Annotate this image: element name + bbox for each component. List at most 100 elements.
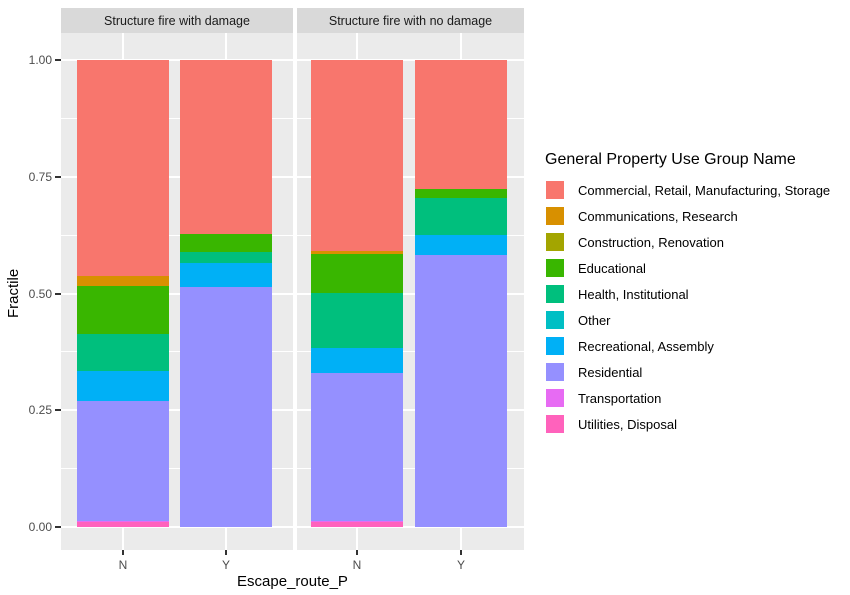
legend-label: Construction, Renovation — [578, 234, 724, 250]
legend-item-commercial-retail-manufacturing-storage: Commercial, Retail, Manufacturing, Stora… — [545, 177, 830, 203]
x-tick-mark — [460, 550, 462, 555]
legend-label: Residential — [578, 364, 643, 380]
x-tick-label-n: N — [118, 558, 128, 572]
x-tick-label-n: N — [352, 558, 362, 572]
legend-swatch-communications-research — [546, 207, 564, 225]
bar-segment-n-communications-research — [311, 251, 403, 254]
y-tick-label-0.00: 0.00 — [28, 520, 52, 534]
gridline-major-h — [61, 526, 293, 528]
legend-item-utilities-disposal: Utilities, Disposal — [545, 411, 830, 437]
gridline-minor-h — [61, 234, 293, 236]
legend-item-educational: Educational — [545, 255, 830, 281]
legend-swatch-recreational-assembly — [546, 337, 564, 355]
facet-strip-label: Structure fire with no damage — [328, 13, 493, 28]
legend-item-communications-research: Communications, Research — [545, 203, 830, 229]
bar-segment-n-residential — [311, 372, 403, 522]
x-tick-label-y: Y — [221, 558, 230, 572]
legend-item-residential: Residential — [545, 359, 830, 385]
facet-strip-label: Structure fire with damage — [104, 13, 250, 28]
gridline-minor-h — [297, 117, 524, 119]
legend-item-recreational-assembly: Recreational, Assembly — [545, 333, 830, 359]
y-tick-label-0.25: 0.25 — [28, 403, 52, 418]
legend-label: Other — [578, 312, 611, 328]
gridline-major-h — [297, 175, 524, 178]
gridline-minor-h — [297, 468, 524, 470]
y-tick-mark — [55, 526, 61, 528]
legend-label: Transportation — [578, 390, 662, 406]
bar-segment-y-residential — [180, 286, 272, 527]
y-tick-mark — [55, 175, 61, 178]
legend-label: Communications, Research — [578, 208, 738, 224]
bar-segment-n-utilities-disposal — [311, 522, 403, 527]
bar-segment-y-recreational-assembly — [415, 235, 507, 256]
y-tick-label-1.00: 1.00 — [28, 53, 52, 67]
legend-swatch-commercial-retail-manufacturing-storage — [546, 181, 564, 199]
gridline-major-h — [61, 409, 293, 412]
legend-items: Commercial, Retail, Manufacturing, Stora… — [545, 177, 830, 437]
bar-segment-n-utilities-disposal — [77, 522, 169, 527]
y-tick-mark — [55, 292, 61, 295]
facet-strip-damage: Structure fire with damage — [61, 8, 293, 33]
gridline-major-h — [61, 175, 293, 178]
legend-title: General Property Use Group Name — [545, 151, 796, 168]
x-tick-mark — [356, 550, 358, 555]
bar-segment-y-health-institutional — [180, 251, 272, 264]
bar-segment-n-communications-research — [77, 276, 169, 286]
bar-segment-n-health-institutional — [77, 333, 169, 372]
legend-item-construction-renovation: Construction, Renovation — [545, 229, 830, 255]
bar-segment-y-educational — [415, 188, 507, 199]
bar-segment-n-commercial-retail-manufacturing-storage — [311, 60, 403, 251]
bar-segment-n-educational — [77, 285, 169, 334]
legend-item-health-institutional: Health, Institutional — [545, 281, 830, 307]
bar-segment-y-recreational-assembly — [180, 263, 272, 287]
bar-segment-n-transportation — [77, 521, 169, 523]
gridline-major-h — [297, 409, 524, 412]
gridline-minor-h — [61, 117, 293, 119]
gridline-minor-h — [61, 351, 293, 353]
gridline-major-h — [61, 59, 293, 61]
x-axis-title: Escape_route_P — [237, 573, 348, 590]
x-tick-label-y: Y — [456, 558, 465, 572]
bar-segment-n-health-institutional — [311, 293, 403, 349]
bar-segment-n-transportation — [311, 521, 403, 523]
y-tick-label-0.50: 0.50 — [28, 286, 52, 301]
legend-item-transportation: Transportation — [545, 385, 830, 411]
gridline-major-h — [297, 526, 524, 528]
legend-swatch-other — [546, 311, 564, 329]
gridline-minor-h — [297, 351, 524, 353]
legend-swatch-construction-renovation — [546, 233, 564, 251]
legend-swatch-educational — [546, 259, 564, 277]
bar-segment-n-recreational-assembly — [311, 348, 403, 373]
bar-segment-n-recreational-assembly — [77, 371, 169, 401]
bar-segment-y-residential — [415, 255, 507, 527]
bar-segment-y-health-institutional — [415, 198, 507, 236]
facet-panel-damage — [61, 33, 293, 550]
legend-label: Educational — [578, 260, 646, 276]
gridline-major-h — [61, 292, 293, 295]
legend-swatch-health-institutional — [546, 285, 564, 303]
y-tick-mark — [55, 409, 61, 412]
facet-panel-no-damage — [297, 33, 524, 550]
legend-swatch-transportation — [546, 389, 564, 407]
legend-swatch-utilities-disposal — [546, 415, 564, 433]
bar-segment-y-commercial-retail-manufacturing-storage — [180, 60, 272, 235]
legend-swatch-residential — [546, 363, 564, 381]
y-tick-label-0.75: 0.75 — [28, 169, 52, 184]
x-tick-mark — [122, 550, 124, 555]
bar-segment-n-residential — [77, 400, 169, 522]
bar-segment-y-educational — [180, 234, 272, 252]
bar-segment-y-commercial-retail-manufacturing-storage — [415, 60, 507, 189]
facet-strip-no-damage: Structure fire with no damage — [297, 8, 524, 33]
legend-label: Recreational, Assembly — [578, 338, 714, 354]
legend-label: Utilities, Disposal — [578, 416, 677, 432]
gridline-major-h — [297, 59, 524, 61]
legend-label: Commercial, Retail, Manufacturing, Stora… — [578, 182, 831, 198]
gridline-minor-h — [297, 234, 524, 236]
bar-segment-n-commercial-retail-manufacturing-storage — [77, 60, 169, 277]
bar-segment-n-educational — [311, 253, 403, 294]
gridline-major-h — [297, 292, 524, 295]
legend-item-other: Other — [545, 307, 830, 333]
y-tick-mark — [55, 59, 61, 61]
legend-label: Health, Institutional — [578, 286, 689, 302]
